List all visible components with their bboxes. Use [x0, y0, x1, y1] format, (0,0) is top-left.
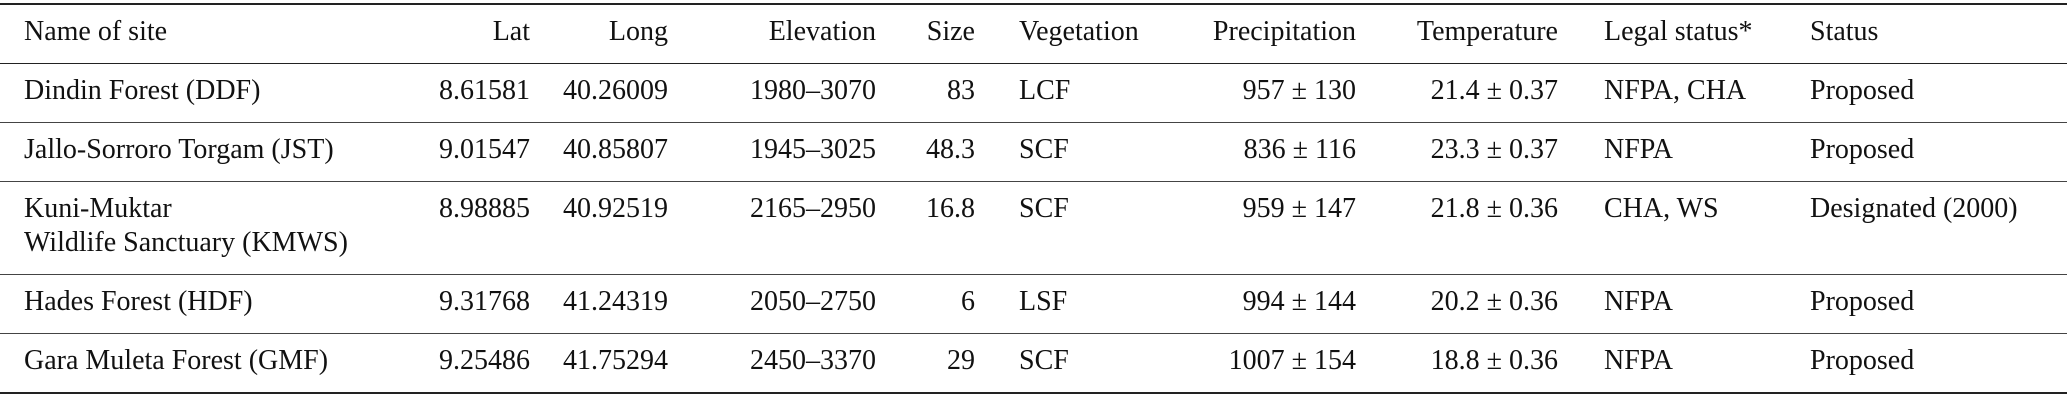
- table-cell: LCF: [1019, 75, 1071, 106]
- header-row: Name of site Lat Long Elevation Size Vegetati…: [0, 4, 2067, 64]
- table-cell: 2165–2950: [750, 193, 876, 224]
- table-cell: Proposed: [1810, 75, 1915, 106]
- table-cell: 21.4 ± 0.37: [1430, 75, 1558, 106]
- table-cell: 48.3: [926, 134, 975, 165]
- table-row: Kuni-Muktar Wildlife Sanctuary (KMWS) 8.9…: [0, 182, 2067, 275]
- header-cell: Lat: [492, 16, 530, 47]
- table-cell: NFPA: [1604, 134, 1674, 165]
- table-cell: 9.01547: [439, 134, 530, 165]
- table-cell: Designated (2000): [1810, 193, 2018, 224]
- table-cell: Jallo-Sorroro Torgam (JST): [24, 134, 334, 165]
- header-cell: Temperature: [1416, 16, 1558, 47]
- table-cell: LSF: [1019, 286, 1068, 317]
- header-cell: Elevation: [768, 16, 876, 47]
- table-cell: 1980–3070: [750, 75, 876, 106]
- table-cell: 29: [947, 345, 975, 376]
- table-cell: 994 ± 144: [1242, 286, 1356, 317]
- table-body: Dindin Forest (DDF) 8.61581 40.26009 1980–3…: [0, 64, 2067, 393]
- table-cell: 836 ± 116: [1243, 134, 1356, 165]
- table-cell: 1945–3025: [750, 134, 876, 165]
- table-cell: 9.25486: [439, 345, 530, 376]
- header-cell: Legal status*: [1604, 16, 1753, 47]
- table-cell: CHA, WS: [1604, 193, 1719, 224]
- header-cell: Vegetation: [1019, 16, 1139, 47]
- table-cell: 41.75294: [563, 345, 668, 376]
- header-cell: Name of site: [24, 16, 168, 47]
- table-cell: 2450–3370: [750, 345, 876, 376]
- header-cell: Long: [608, 16, 668, 47]
- table-row: Dindin Forest (DDF) 8.61581 40.26009 1980–3…: [0, 64, 2067, 123]
- table-cell: 23.3 ± 0.37: [1430, 134, 1558, 165]
- table-cell: Gara Muleta Forest (GMF): [24, 345, 329, 376]
- table-cell: Proposed: [1810, 345, 1915, 376]
- data-table: Name of site Lat Long Elevation Size Vegetati…: [0, 3, 2067, 394]
- table-cell: 1007 ± 154: [1228, 345, 1356, 376]
- table-cell: 41.24319: [563, 286, 668, 317]
- table-cell: 40.26009: [563, 75, 668, 106]
- table-cell: SCF: [1019, 193, 1069, 224]
- header-cell: Size: [926, 16, 975, 47]
- table-row: Jallo-Sorroro Torgam (JST) 9.01547 40.8580…: [0, 123, 2067, 182]
- table-cell: 9.31768: [439, 286, 530, 317]
- page: Name of site Lat Long Elevation Size Vegetati…: [0, 3, 2067, 405]
- table-row: Gara Muleta Forest (GMF) 9.25486 41.75294 2…: [0, 334, 2067, 393]
- table-cell: Hades Forest (HDF): [24, 286, 253, 317]
- table-cell: 6: [961, 286, 975, 317]
- table-cell: Kuni-Muktar Wildlife Sanctuary (KMWS): [24, 193, 348, 258]
- table-cell: NFPA, CHA: [1604, 75, 1747, 106]
- table-cell: 8.61581: [439, 75, 530, 106]
- header-cell: Status: [1810, 16, 1879, 47]
- table-row: Hades Forest (HDF) 9.31768 41.24319 2050–27…: [0, 275, 2067, 334]
- table-cell: 40.92519: [563, 193, 668, 224]
- table-cell: SCF: [1019, 345, 1069, 376]
- table-cell: NFPA: [1604, 345, 1674, 376]
- table-cell: 83: [947, 75, 975, 106]
- table-cell: 8.98885: [439, 193, 530, 224]
- table-cell: Dindin Forest (DDF): [24, 75, 261, 106]
- table-cell: SCF: [1019, 134, 1069, 165]
- table-cell: 40.85807: [563, 134, 668, 165]
- table-cell: NFPA: [1604, 286, 1674, 317]
- table-cell: 20.2 ± 0.36: [1430, 286, 1558, 317]
- header-cell: Precipitation: [1212, 16, 1356, 47]
- table-cell: Proposed: [1810, 286, 1915, 317]
- table-cell: 21.8 ± 0.36: [1430, 193, 1558, 224]
- table-cell: 18.8 ± 0.36: [1430, 345, 1558, 376]
- table-cell: 16.8: [926, 193, 975, 224]
- table-cell: Proposed: [1810, 134, 1915, 165]
- table-cell: 2050–2750: [750, 286, 876, 317]
- table-cell: 957 ± 130: [1242, 75, 1356, 106]
- table-cell: 959 ± 147: [1242, 193, 1356, 224]
